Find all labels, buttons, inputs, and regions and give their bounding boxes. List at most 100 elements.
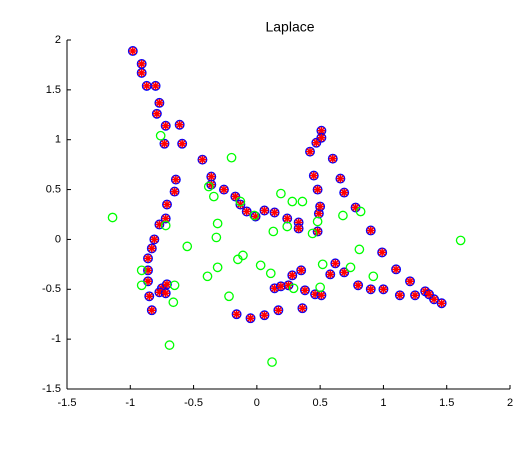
point-circle xyxy=(330,258,341,269)
point xyxy=(410,290,421,301)
point xyxy=(287,270,298,281)
point xyxy=(143,276,153,287)
point xyxy=(293,223,304,234)
point-star xyxy=(162,280,171,289)
point-circle xyxy=(312,184,323,195)
point xyxy=(160,288,171,299)
point-star xyxy=(288,271,297,280)
point xyxy=(368,271,379,282)
point xyxy=(283,280,294,291)
point-star xyxy=(219,185,228,194)
point-star xyxy=(236,200,245,209)
point xyxy=(288,283,299,294)
point-star xyxy=(328,154,337,163)
x-tick-label: -1 xyxy=(125,397,135,409)
point-circle xyxy=(160,120,171,131)
point-circle xyxy=(159,138,170,149)
point-star xyxy=(178,139,187,148)
point-star xyxy=(406,277,415,286)
point xyxy=(224,291,234,302)
point-circle xyxy=(308,170,319,181)
point xyxy=(160,120,171,131)
point-star xyxy=(317,133,326,142)
point-circle xyxy=(305,146,315,157)
point-circle xyxy=(391,264,402,275)
point-star xyxy=(161,289,170,298)
x-tick-label: 1.5 xyxy=(439,397,454,409)
point xyxy=(316,290,327,301)
point-star xyxy=(284,281,293,290)
point-star xyxy=(147,244,156,253)
point xyxy=(405,276,415,287)
point-circle xyxy=(325,269,336,280)
point-circle xyxy=(197,154,208,165)
point-star xyxy=(317,126,326,135)
point xyxy=(127,46,138,56)
point xyxy=(377,247,388,258)
point xyxy=(143,253,153,264)
point-circle xyxy=(218,184,229,195)
point xyxy=(206,171,217,182)
point xyxy=(317,259,328,270)
point xyxy=(136,67,147,78)
point xyxy=(235,199,246,210)
point xyxy=(267,357,277,367)
point xyxy=(230,191,241,202)
point-circle xyxy=(378,284,389,295)
x-tick-label: 1 xyxy=(380,397,386,409)
point xyxy=(168,297,179,308)
point-circle xyxy=(154,219,165,230)
point xyxy=(226,152,237,163)
point-star xyxy=(298,304,307,313)
point xyxy=(300,285,310,296)
point xyxy=(312,226,323,237)
point-star xyxy=(340,188,349,197)
point-circle xyxy=(245,313,256,324)
y-tick-label: 1 xyxy=(55,134,61,146)
point-star xyxy=(260,311,269,320)
point xyxy=(155,130,166,141)
point xyxy=(338,210,348,221)
point xyxy=(164,340,175,350)
point-circle xyxy=(160,288,171,299)
point-circle xyxy=(160,213,171,224)
point-star xyxy=(437,299,446,308)
point xyxy=(160,213,171,224)
point-circle xyxy=(269,207,280,218)
point-circle xyxy=(149,234,160,245)
point-circle xyxy=(410,290,421,301)
point xyxy=(218,184,229,195)
point-star xyxy=(242,207,251,216)
point xyxy=(169,186,180,197)
point xyxy=(208,191,219,202)
point xyxy=(154,219,165,230)
point-circle xyxy=(169,186,180,197)
point xyxy=(273,305,284,316)
point xyxy=(206,179,217,190)
point-star xyxy=(161,121,170,130)
point-star xyxy=(170,187,179,196)
point xyxy=(170,174,181,185)
point-star xyxy=(260,206,269,215)
point xyxy=(136,265,147,276)
point xyxy=(311,137,322,148)
point-star xyxy=(294,224,303,233)
point xyxy=(355,206,366,217)
point xyxy=(345,262,356,273)
point xyxy=(307,228,318,239)
point-circle xyxy=(143,265,153,276)
point-star xyxy=(270,208,279,217)
point-circle xyxy=(231,309,242,320)
point-circle xyxy=(316,132,327,143)
point-circle xyxy=(365,284,376,295)
point xyxy=(146,243,157,254)
point xyxy=(316,132,327,143)
point xyxy=(162,199,172,210)
point xyxy=(312,184,323,195)
point-circle xyxy=(151,108,162,119)
point-star xyxy=(354,281,363,290)
y-tick-label: -1 xyxy=(51,333,61,345)
point xyxy=(150,80,161,91)
point-star xyxy=(366,226,375,235)
